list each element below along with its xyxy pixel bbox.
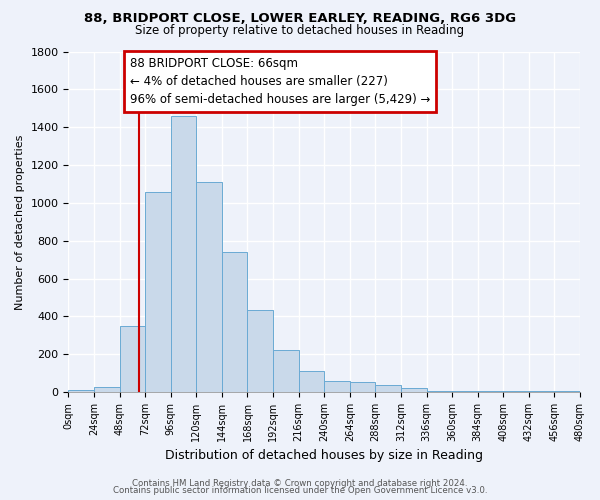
Bar	[247, 310, 273, 392]
Bar	[68, 390, 94, 392]
Text: 88, BRIDPORT CLOSE, LOWER EARLEY, READING, RG6 3DG: 88, BRIDPORT CLOSE, LOWER EARLEY, READIN…	[84, 12, 516, 26]
Bar	[324, 381, 350, 392]
Bar	[222, 252, 247, 392]
Bar	[529, 391, 554, 392]
Bar	[171, 116, 196, 392]
Bar	[350, 382, 376, 392]
Text: Contains HM Land Registry data © Crown copyright and database right 2024.: Contains HM Land Registry data © Crown c…	[132, 478, 468, 488]
Bar	[478, 391, 503, 392]
X-axis label: Distribution of detached houses by size in Reading: Distribution of detached houses by size …	[165, 450, 483, 462]
Bar	[427, 391, 452, 392]
Bar	[119, 326, 145, 392]
Bar	[554, 391, 580, 392]
Bar	[452, 391, 478, 392]
Text: Size of property relative to detached houses in Reading: Size of property relative to detached ho…	[136, 24, 464, 37]
Bar	[299, 372, 324, 392]
Y-axis label: Number of detached properties: Number of detached properties	[15, 134, 25, 310]
Text: 88 BRIDPORT CLOSE: 66sqm
← 4% of detached houses are smaller (227)
96% of semi-d: 88 BRIDPORT CLOSE: 66sqm ← 4% of detache…	[130, 56, 430, 106]
Bar	[376, 384, 401, 392]
Bar	[94, 386, 119, 392]
Bar	[503, 391, 529, 392]
Bar	[401, 388, 427, 392]
Text: Contains public sector information licensed under the Open Government Licence v3: Contains public sector information licen…	[113, 486, 487, 495]
Bar	[273, 350, 299, 392]
Bar	[145, 192, 171, 392]
Bar	[196, 182, 222, 392]
